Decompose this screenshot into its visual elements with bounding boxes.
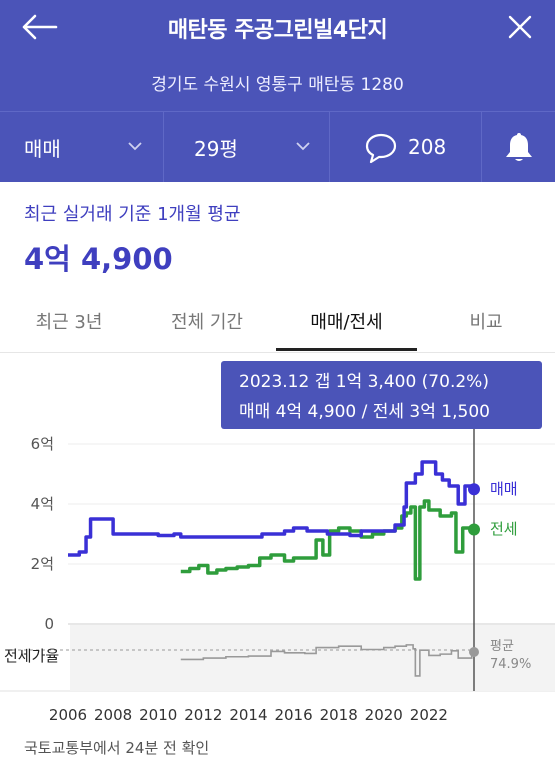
y-tick-label: 2억 <box>31 555 54 573</box>
chart-tooltip: 2023.12 갭 1억 3,400 (70.2%) 매매 4억 4,900 /… <box>221 361 542 429</box>
app-header: 매탄동 주공그린빌4단지 경기도 수원시 영통구 매탄동 1280 <box>0 0 555 111</box>
y-axis-ticks: 0 2억 4억 6억 <box>31 435 54 633</box>
comment-count: 208 <box>408 135 447 159</box>
y-tick-label: 4억 <box>31 495 54 513</box>
notification-button[interactable] <box>482 112 555 182</box>
x-tick-label: 2006 <box>49 706 87 724</box>
x-tick-label: 2018 <box>320 706 358 724</box>
x-tick-label: 2008 <box>94 706 132 724</box>
sale-series-line <box>68 460 474 557</box>
divider <box>163 112 164 182</box>
y-tick-label: 6억 <box>31 435 54 453</box>
complex-address: 경기도 수원시 영통구 매탄동 1280 <box>151 75 404 95</box>
y-tick-label: 0 <box>44 615 54 633</box>
rent-latest-point <box>468 523 480 536</box>
trade-type-label: 매매 <box>24 136 61 161</box>
x-tick-label: 2020 <box>365 706 403 724</box>
tab-recent-3y[interactable]: 최근 3년 <box>35 312 103 333</box>
x-tick-label: 2010 <box>139 706 177 724</box>
tab-compare[interactable]: 비교 <box>469 312 503 333</box>
data-source-note: 국토교통부에서 24분 전 확인 <box>24 739 210 757</box>
rent-legend-label: 전세 <box>490 520 518 538</box>
tooltip-gap-line: 2023.12 갭 1억 3,400 (70.2%) <box>239 372 489 392</box>
rent-series-line <box>180 499 474 581</box>
divider <box>329 112 330 182</box>
chevron-down-icon <box>296 142 310 151</box>
x-tick-label: 2016 <box>274 706 312 724</box>
close-icon[interactable] <box>503 10 537 44</box>
area-label: 29평 <box>194 136 238 161</box>
ratio-panel-bg <box>70 625 555 691</box>
chevron-down-icon <box>128 142 142 151</box>
summary-label: 최근 실거래 기준 1개월 평균 <box>24 204 241 225</box>
area-dropdown[interactable]: 29평 <box>164 112 329 182</box>
trade-type-dropdown[interactable]: 매매 <box>0 112 163 182</box>
x-tick-label: 2022 <box>410 706 448 724</box>
ratio-average-value: 74.9% <box>490 657 531 672</box>
tab-divider <box>0 352 555 353</box>
comments-button[interactable]: 208 <box>330 112 480 182</box>
tab-sale-rent[interactable]: 매매/전세 <box>310 312 383 333</box>
ratio-average-label: 평균 <box>490 639 514 654</box>
filter-bar: 매매 29평 208 <box>0 111 555 182</box>
x-tick-label: 2012 <box>184 706 222 724</box>
bell-icon <box>506 133 532 161</box>
divider <box>481 112 482 182</box>
sale-latest-point <box>468 483 480 496</box>
ratio-series-line <box>180 644 473 677</box>
price-chart[interactable]: 0 2억 4억 6억 2006 2008 2010 2012 2014 2016 2018 2020… <box>0 353 555 733</box>
tab-all-period[interactable]: 전체 기간 <box>171 312 243 333</box>
speech-bubble-icon <box>365 133 397 164</box>
summary-price: 4억 4,900 <box>24 242 173 276</box>
page-title: 매탄동 주공그린빌4단지 <box>167 18 388 43</box>
ratio-latest-point <box>469 647 479 657</box>
active-tab-indicator <box>276 348 417 351</box>
period-tabs: 최근 3년 전체 기간 매매/전세 비교 <box>0 290 555 354</box>
x-axis-ticks: 2006 2008 2010 2012 2014 2016 2018 2020 2022 <box>49 706 448 724</box>
tooltip-price-line: 매매 4억 4,900 / 전세 3억 1,500 <box>239 402 490 422</box>
sale-legend-label: 매매 <box>490 480 518 498</box>
ratio-label: 전세가율 <box>4 647 59 665</box>
x-tick-label: 2014 <box>229 706 267 724</box>
back-arrow-icon[interactable] <box>20 10 60 44</box>
